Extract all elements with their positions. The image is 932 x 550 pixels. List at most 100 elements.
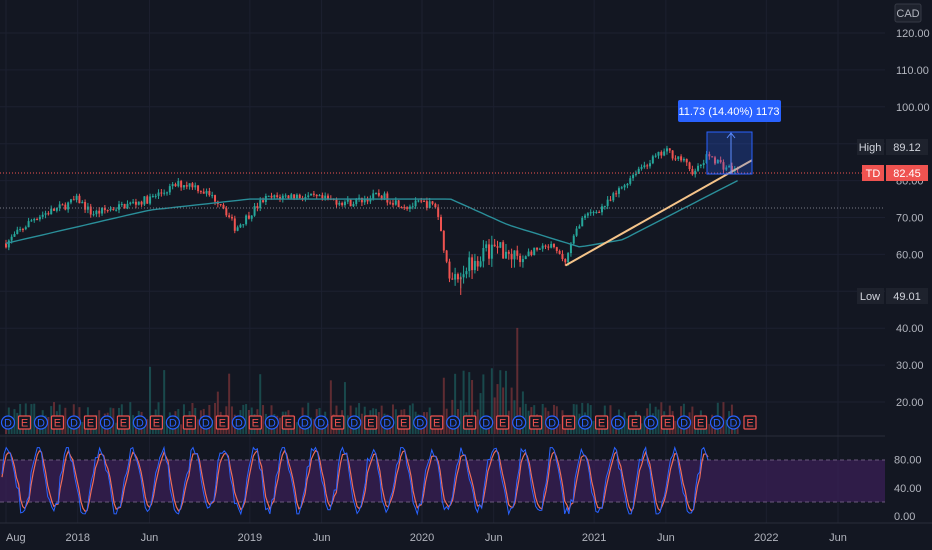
candle-body xyxy=(640,167,643,169)
earnings-marker[interactable]: E xyxy=(660,415,675,430)
volume-bar xyxy=(69,424,72,434)
volume-bar xyxy=(527,410,530,434)
earnings-marker[interactable]: E xyxy=(281,415,295,430)
candle-body xyxy=(13,234,16,237)
candle-body xyxy=(555,247,558,251)
dividend-marker[interactable]: D xyxy=(676,415,692,430)
volume-bar xyxy=(377,412,380,434)
dividend-marker[interactable]: D xyxy=(643,415,659,430)
candle-body xyxy=(230,217,233,219)
dividend-marker[interactable]: D xyxy=(380,415,395,430)
volume-bar xyxy=(468,372,471,434)
dividend-marker[interactable]: D xyxy=(545,415,560,430)
candle-body xyxy=(281,195,284,200)
candle-body xyxy=(84,201,87,210)
marker-letter: E xyxy=(631,418,638,430)
candle-body xyxy=(44,213,47,215)
earnings-marker[interactable]: E xyxy=(529,415,543,430)
last-price-tag xyxy=(886,165,928,181)
candle-body xyxy=(36,218,39,220)
candle-body xyxy=(601,206,604,213)
earnings-marker[interactable]: E xyxy=(496,415,510,430)
dividend-marker[interactable]: D xyxy=(479,415,494,430)
earnings-marker[interactable]: E xyxy=(743,415,757,430)
volume-bar xyxy=(428,407,431,434)
dividend-marker[interactable]: D xyxy=(264,415,279,430)
candle-body xyxy=(697,165,700,171)
earnings-marker[interactable]: E xyxy=(397,415,411,430)
dividend-marker[interactable]: D xyxy=(198,415,213,430)
earnings-marker[interactable]: E xyxy=(83,415,98,430)
currency-badge[interactable] xyxy=(894,3,922,23)
candle-body xyxy=(456,274,459,280)
trendline[interactable] xyxy=(564,159,753,267)
dividend-marker[interactable]: D xyxy=(726,415,741,430)
earnings-marker[interactable]: E xyxy=(463,415,477,430)
earnings-marker[interactable]: E xyxy=(364,415,378,430)
earnings-marker[interactable]: E xyxy=(627,415,642,430)
marker-letter: E xyxy=(433,418,440,430)
volume-bar xyxy=(180,424,183,434)
measure-box[interactable] xyxy=(706,131,753,175)
time-axis-label: Jun xyxy=(485,532,503,544)
earnings-marker[interactable]: E xyxy=(430,415,444,430)
earnings-marker[interactable]: E xyxy=(149,415,163,430)
volume-bar xyxy=(129,402,132,434)
earnings-marker[interactable]: E xyxy=(594,415,609,430)
dividend-marker[interactable]: D xyxy=(347,415,362,430)
candle-body xyxy=(140,201,143,205)
earnings-marker[interactable]: E xyxy=(50,415,65,430)
candle-body xyxy=(677,156,680,159)
candle-body xyxy=(541,245,544,249)
earnings-marker[interactable]: E xyxy=(331,415,345,430)
candle-body xyxy=(623,185,626,188)
dividend-marker[interactable]: D xyxy=(231,415,246,430)
earnings-marker[interactable]: E xyxy=(562,415,576,430)
candle-body xyxy=(352,204,355,207)
candle-body xyxy=(465,271,468,275)
candle-body xyxy=(530,251,533,256)
dividend-marker[interactable]: D xyxy=(66,415,82,430)
time-axis[interactable]: Aug 2018 Jun 2019 Jun 2020 Jun 2021 Jun 2022 Jun xyxy=(6,532,847,544)
candle-body xyxy=(394,200,397,205)
oscillator-axis[interactable]: 80.00 40.00 0.00 xyxy=(894,455,922,523)
candle-body xyxy=(657,151,660,156)
dividend-marker[interactable]: D xyxy=(165,415,180,430)
candle-body xyxy=(716,159,719,164)
dividend-marker[interactable]: D xyxy=(33,415,49,430)
earnings-marker[interactable]: E xyxy=(17,415,32,430)
marker-letter: D xyxy=(4,418,12,430)
candle-body xyxy=(21,229,24,231)
dividend-marker[interactable]: D xyxy=(314,415,329,430)
candle-body xyxy=(199,191,202,193)
dividend-marker[interactable]: D xyxy=(0,415,16,430)
earnings-marker[interactable]: E xyxy=(116,415,131,430)
candle-body xyxy=(290,194,293,199)
candle-body xyxy=(115,209,118,211)
volume-bar xyxy=(295,422,298,434)
volume-bar xyxy=(163,370,166,434)
candle-body xyxy=(182,185,185,188)
dividend-marker[interactable]: D xyxy=(446,415,461,430)
earnings-marker[interactable]: E xyxy=(693,415,708,430)
candle-body xyxy=(488,244,491,259)
dividend-marker[interactable]: D xyxy=(132,415,148,430)
candle-body xyxy=(64,204,67,210)
candle-body xyxy=(16,229,19,235)
moving-average-line xyxy=(5,179,738,248)
dividend-marker[interactable]: D xyxy=(99,415,115,430)
earnings-marker[interactable]: E xyxy=(215,415,229,430)
earnings-marker[interactable]: E xyxy=(248,415,262,430)
volume-bar xyxy=(612,423,615,434)
dividend-marker[interactable]: D xyxy=(610,415,626,430)
dividend-marker[interactable]: D xyxy=(512,415,527,430)
dividend-marker[interactable]: D xyxy=(297,415,312,430)
dividend-marker[interactable]: D xyxy=(413,415,428,430)
volume-bar xyxy=(115,422,118,434)
candle-body xyxy=(694,170,697,175)
earnings-marker[interactable]: E xyxy=(182,415,196,430)
dividend-marker[interactable]: D xyxy=(578,415,593,430)
dividend-marker[interactable]: D xyxy=(709,415,725,430)
low-label: Low xyxy=(860,291,880,303)
